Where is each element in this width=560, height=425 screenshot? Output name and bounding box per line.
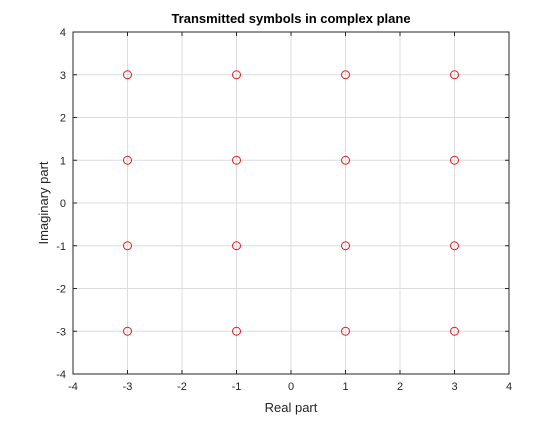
axis-ticks: -4 -3 -2 -1 0 1 2 3 4 -4 -3 -2 -1 0 1 2 3 4: [56, 27, 512, 393]
x-tick-label: -4: [68, 381, 78, 393]
x-tick-label: 3: [451, 381, 457, 393]
x-tick-label: -2: [177, 381, 187, 393]
data-point: [341, 326, 350, 336]
y-tick-label: 3: [60, 70, 66, 82]
data-point: [123, 155, 132, 165]
data-point: [123, 70, 132, 80]
data-point: [341, 241, 350, 251]
y-tick-label: -2: [56, 284, 66, 296]
data-point: [450, 241, 459, 251]
data-point: [123, 326, 132, 336]
x-tick-label: 4: [506, 381, 512, 393]
data-points: [123, 70, 459, 336]
y-tick-label: -3: [56, 326, 66, 338]
y-axis-label: Imaginary part: [36, 161, 51, 244]
y-tick-label: -4: [56, 369, 66, 381]
data-point: [232, 70, 241, 80]
data-point: [450, 326, 459, 336]
data-point: [123, 241, 132, 251]
data-point: [232, 326, 241, 336]
x-tick-label: 0: [288, 381, 294, 393]
x-tick-label: 2: [397, 381, 403, 393]
y-tick-label: 0: [60, 198, 66, 210]
x-axis-label: Real part: [265, 400, 318, 415]
data-point: [232, 155, 241, 165]
data-point: [450, 70, 459, 80]
chart-title: Transmitted symbols in complex plane: [171, 11, 410, 26]
data-point: [341, 155, 350, 165]
data-point: [450, 155, 459, 165]
data-point: [341, 70, 350, 80]
y-tick-label: -1: [56, 241, 66, 253]
y-tick-label: 4: [60, 27, 66, 39]
x-tick-label: 1: [342, 381, 348, 393]
y-tick-label: 2: [60, 113, 66, 125]
y-tick-label: 1: [60, 155, 66, 167]
x-tick-label: -1: [232, 381, 242, 393]
data-point: [232, 241, 241, 251]
x-tick-label: -3: [123, 381, 133, 393]
